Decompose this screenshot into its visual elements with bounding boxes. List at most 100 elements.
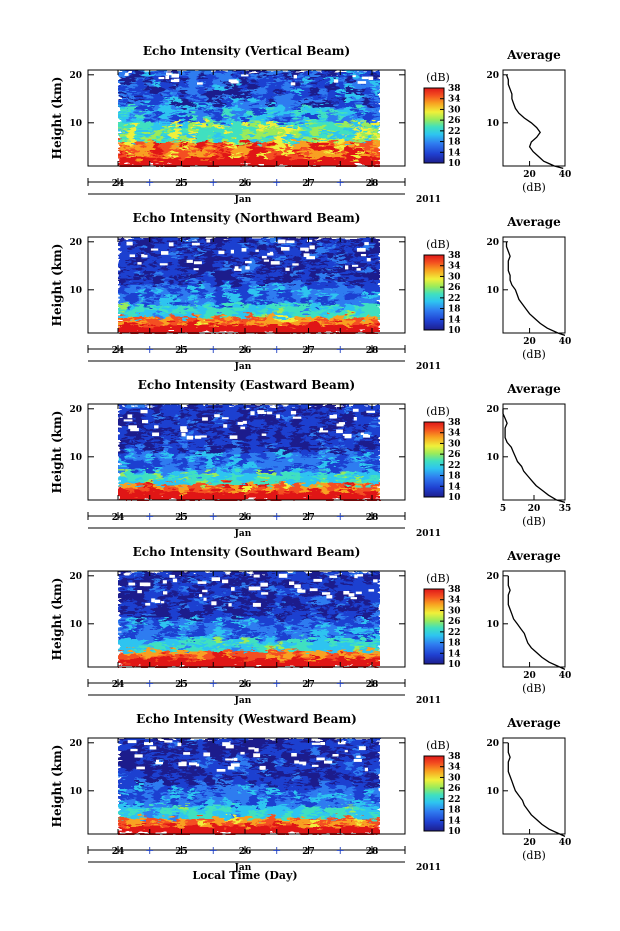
missing-data (348, 593, 355, 597)
heatmap-cell (231, 237, 242, 242)
heatmap-cell (126, 754, 137, 759)
heatmap-cell (275, 464, 285, 469)
heatmap-cell (179, 146, 189, 151)
heatmap-cell (170, 790, 181, 795)
heatmap-cell (283, 281, 294, 286)
colorbar-tick-label: 34 (448, 763, 461, 773)
heatmap-cell (353, 122, 364, 127)
heatmap-cell (179, 285, 189, 290)
heatmap-cell (266, 651, 277, 656)
heatmap-cell (275, 488, 285, 493)
heatmap-cell (214, 778, 224, 783)
missing-data (366, 410, 375, 413)
heatmap-cell (336, 794, 346, 799)
heatmap-cell (222, 408, 233, 413)
heatmap-cell (310, 432, 320, 437)
heatmap-cell (301, 313, 312, 318)
heatmap-cell (275, 627, 285, 632)
heatmap-cell (283, 814, 294, 819)
heatmap-cell (275, 82, 285, 87)
heatmap-cell (161, 269, 172, 274)
missing-data (336, 429, 343, 434)
heatmap-cell (249, 126, 259, 131)
heatmap-cell (152, 611, 163, 616)
missing-data (350, 597, 357, 600)
heatmap-cell (161, 750, 172, 755)
heatmap-cell (196, 484, 207, 489)
heatmap-cell (196, 122, 207, 127)
heatmap-cell (275, 468, 285, 473)
heatmap-cell (292, 146, 303, 151)
heatmap-cell (240, 452, 250, 457)
heatmap-cell (362, 245, 373, 250)
heatmap-cell (257, 114, 268, 119)
heatmap-cell (257, 325, 268, 330)
heatmap-cell (161, 118, 172, 123)
colorbar-unit: (dB) (426, 405, 450, 418)
heatmap-cell (283, 750, 294, 755)
heatmap-cell (353, 639, 364, 644)
heatmap-cell (371, 456, 381, 461)
heatmap-cell (318, 277, 329, 282)
heatmap-cell (345, 428, 355, 433)
heatmap-cell (318, 456, 329, 461)
heatmap-cell (231, 293, 242, 298)
heatmap-cell (187, 158, 198, 163)
heatmap-cell (266, 428, 277, 433)
heatmap-cell (214, 138, 224, 143)
heatmap-cell (301, 484, 312, 489)
plot-frame (87, 403, 406, 501)
missing-data (230, 763, 240, 767)
missing-data (353, 417, 357, 421)
heatmap-cell (310, 615, 320, 620)
heatmap-cell (292, 269, 303, 274)
heatmap-cell (327, 440, 338, 445)
heatmap-cell (205, 631, 215, 636)
heatmap-cell (371, 448, 381, 453)
heatmap-cell (371, 94, 381, 99)
heatmap-cell (292, 798, 303, 803)
heatmap-cell (118, 134, 128, 139)
heatmap-cell (205, 305, 215, 310)
heatmap-cell (345, 472, 355, 477)
heatmap-cell (275, 790, 285, 795)
heatmap-cell (336, 162, 346, 167)
profile-x-label: (dB) (522, 348, 546, 361)
heatmap-cell (222, 444, 233, 449)
heatmap-cell (240, 82, 250, 87)
heatmap-cell (249, 78, 259, 83)
heatmap (118, 404, 381, 501)
heatmap-cell (362, 647, 373, 652)
heatmap-cell (152, 285, 163, 290)
heatmap-cell (152, 452, 163, 457)
heatmap-cell (205, 802, 215, 807)
colorbar-tick-label: 18 (448, 138, 461, 148)
heatmap-cell (126, 285, 137, 290)
heatmap-cell (275, 770, 285, 775)
heatmap-cell (318, 452, 329, 457)
heatmap-cell (292, 448, 303, 453)
heatmap-cell (327, 325, 338, 330)
heatmap-cell (135, 651, 146, 656)
heatmap-cell (161, 158, 172, 163)
heatmap-cell (292, 476, 303, 481)
heatmap-cell (310, 627, 320, 632)
heatmap-cell (292, 746, 303, 751)
heatmap-cell (310, 571, 320, 576)
heatmap-cell (310, 794, 320, 799)
heatmap-cell (371, 651, 381, 656)
heatmap-cell (187, 758, 198, 763)
heatmap-cell (161, 754, 172, 759)
heatmap-cell (161, 424, 172, 429)
heatmap-cell (240, 635, 250, 640)
missing-data (285, 267, 290, 271)
missing-data (253, 574, 260, 578)
heatmap-cell (266, 810, 277, 815)
heatmap-cell (327, 619, 338, 624)
heatmap-cell (187, 146, 198, 151)
colorbar-tick-label: 26 (448, 283, 461, 293)
heatmap-cell (161, 142, 172, 147)
heatmap-cell (336, 774, 346, 779)
heatmap-cell (327, 738, 338, 743)
heatmap-cell (257, 329, 268, 334)
